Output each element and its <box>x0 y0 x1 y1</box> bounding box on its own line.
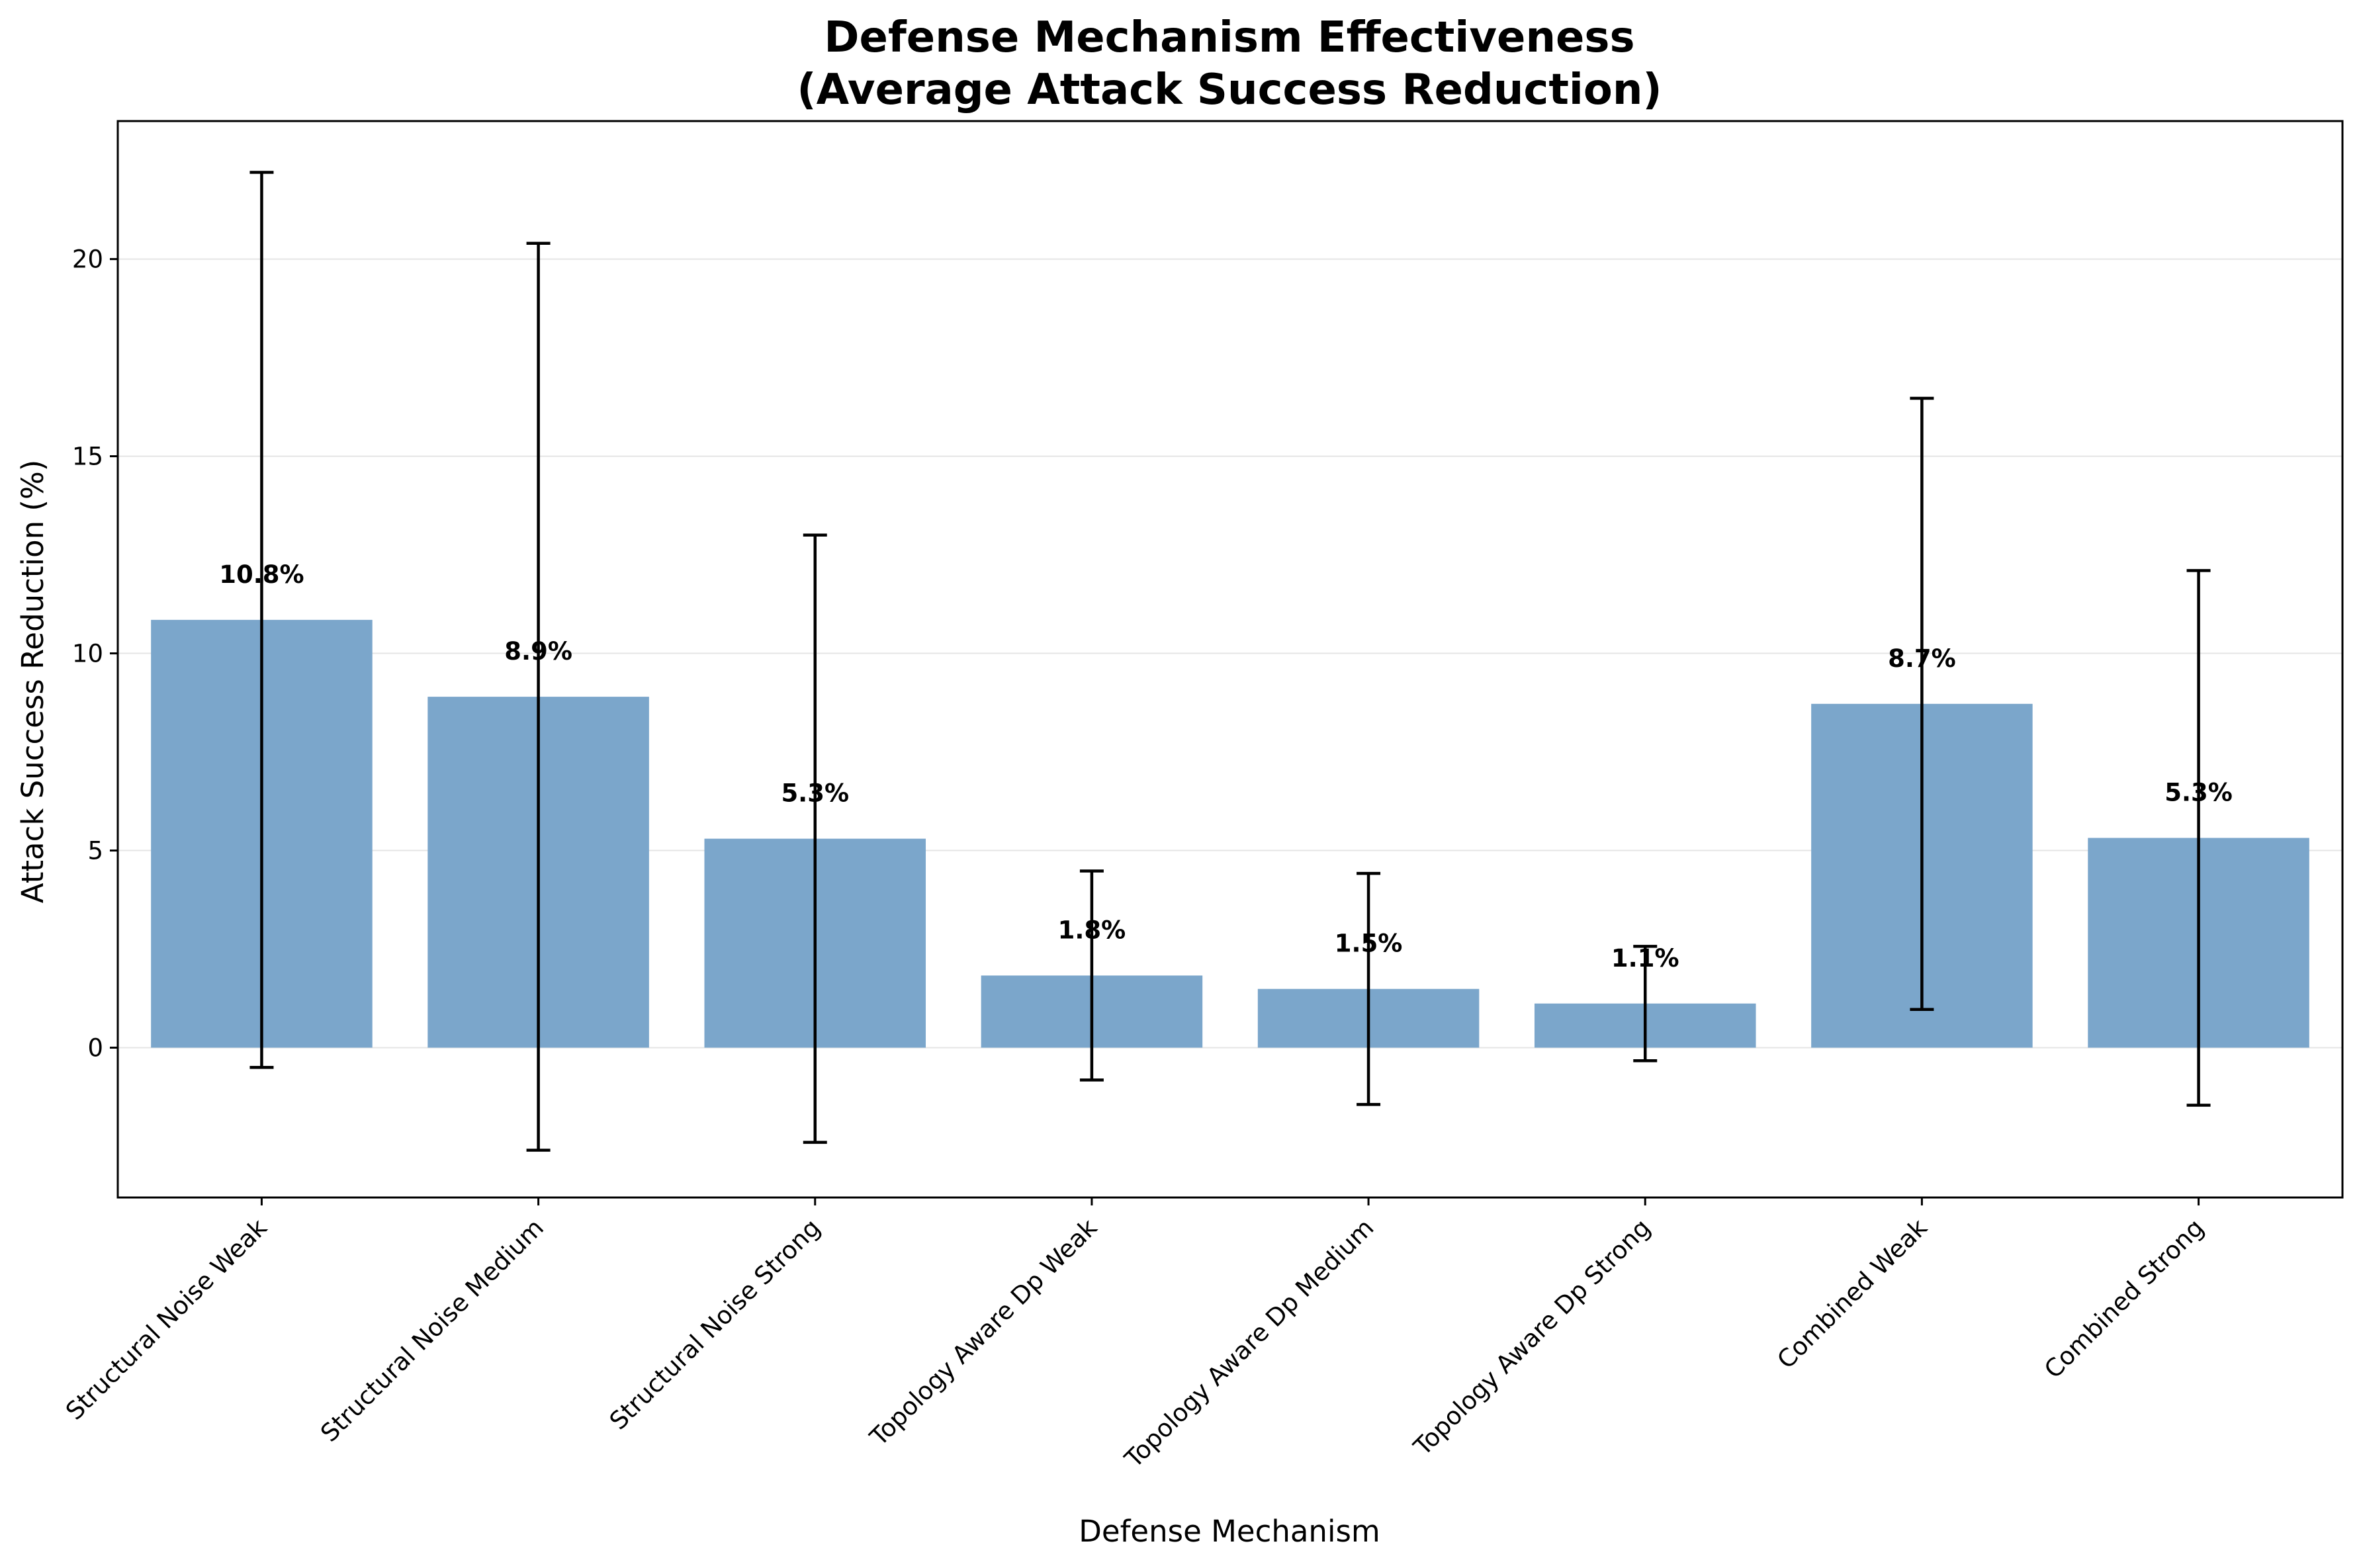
bar-layer <box>151 619 2309 1048</box>
data-label: 1.8% <box>1058 916 1126 944</box>
data-label: 5.3% <box>2164 778 2233 806</box>
errorbar-layer <box>249 171 2211 1152</box>
x-tick-label: Topology Aware Dp Medium <box>1119 1213 1380 1474</box>
y-tick-label: 10 <box>72 640 103 668</box>
chart-title-line-1: Defense Mechanism Effectiveness <box>824 13 1634 62</box>
x-tick-label: Topology Aware Dp Strong <box>1407 1213 1656 1461</box>
x-tick-label: Structural Noise Weak <box>60 1213 273 1426</box>
x-tick-label: Combined Weak <box>1771 1213 1933 1375</box>
y-axis-ticks: 0 5 10 15 20 <box>72 245 118 1063</box>
data-label: 1.5% <box>1335 930 1403 958</box>
data-label: 8.9% <box>504 637 572 666</box>
x-tick-label: Topology Aware Dp Weak <box>864 1213 1103 1452</box>
data-label: 1.1% <box>1611 944 1679 973</box>
y-tick-label: 15 <box>72 443 103 471</box>
data-label: 10.8% <box>219 560 304 589</box>
y-tick-label: 5 <box>87 837 103 865</box>
x-tick-label: Structural Noise Medium <box>315 1213 549 1448</box>
data-label-layer: 10.8% 8.9% 5.3% 1.8% 1.5% 1.1% 8.7% 5.3% <box>219 560 2233 973</box>
x-axis-label: Defense Mechanism <box>1079 1514 1380 1549</box>
y-tick-label: 0 <box>87 1034 103 1063</box>
plot-frame <box>116 120 2344 1199</box>
y-tick-label: 20 <box>72 245 103 274</box>
data-label: 8.7% <box>1888 644 1956 673</box>
x-tick-label: Combined Strong <box>2039 1213 2209 1384</box>
y-axis-label: Attack Success Reduction (%) <box>15 460 50 904</box>
data-label: 5.3% <box>781 779 849 808</box>
chart-title-line-2: (Average Attack Success Reduction) <box>797 65 1662 114</box>
x-tick-label: Structural Noise Strong <box>604 1213 826 1435</box>
x-axis-ticks: Structural Noise Weak Structural Noise Me… <box>60 1198 2209 1473</box>
